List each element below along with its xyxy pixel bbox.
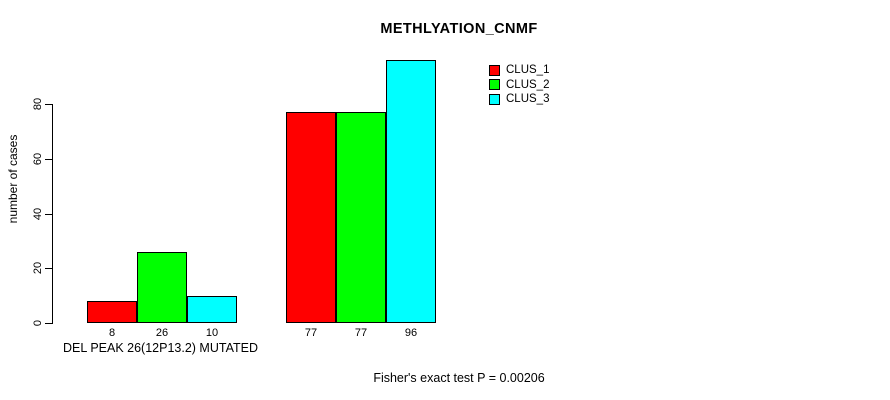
y-tick-mark	[45, 268, 52, 270]
bar-value-label: 96	[404, 327, 418, 339]
bar-value-label: 77	[304, 327, 318, 339]
y-tick-label: 80	[32, 97, 44, 111]
legend-item-clus_3: CLUS_3	[489, 93, 549, 105]
legend: CLUS_1 CLUS_2 CLUS_3	[489, 64, 549, 105]
legend-label: CLUS_3	[506, 93, 550, 105]
legend-item-clus_2: CLUS_2	[489, 79, 549, 91]
legend-label: CLUS_1	[506, 64, 550, 76]
y-tick-mark	[45, 213, 52, 215]
y-tick-mark	[45, 323, 52, 324]
legend-item-clus_1: CLUS_1	[489, 64, 549, 76]
y-tick-mark	[45, 158, 52, 160]
bar-clus_1-group2	[286, 112, 336, 323]
bar-clus_3-group1	[187, 296, 237, 323]
bar-clus_2-group1	[137, 252, 187, 323]
bar-clus_1-group1	[87, 301, 137, 323]
legend-swatch-icon	[489, 93, 500, 105]
y-tick-label: 20	[32, 262, 44, 275]
x-axis-label: DEL PEAK 26(12P13.2) MUTATED	[63, 341, 258, 355]
legend-label: CLUS_2	[506, 78, 550, 91]
bar-value-label: 26	[155, 327, 169, 339]
bar-value-label: 8	[108, 327, 116, 339]
bar-value-label: 10	[205, 327, 219, 339]
y-tick-label: 40	[32, 207, 44, 220]
legend-swatch-icon	[489, 64, 500, 76]
bar-clus_3-group2	[386, 60, 436, 323]
y-axis-line	[52, 104, 53, 324]
fisher-test-annotation: Fisher's exact test P = 0.00206	[373, 371, 545, 385]
y-axis-label: number of cases	[6, 134, 20, 224]
legend-swatch-icon	[489, 79, 500, 90]
y-tick-label: 60	[32, 152, 44, 165]
bar-value-label: 77	[354, 327, 368, 339]
y-tick-label: 0	[32, 319, 44, 327]
bar-clus_2-group2	[336, 112, 386, 323]
y-tick-mark	[45, 104, 52, 105]
chart-title: METHLYATION_CNMF	[380, 21, 538, 37]
